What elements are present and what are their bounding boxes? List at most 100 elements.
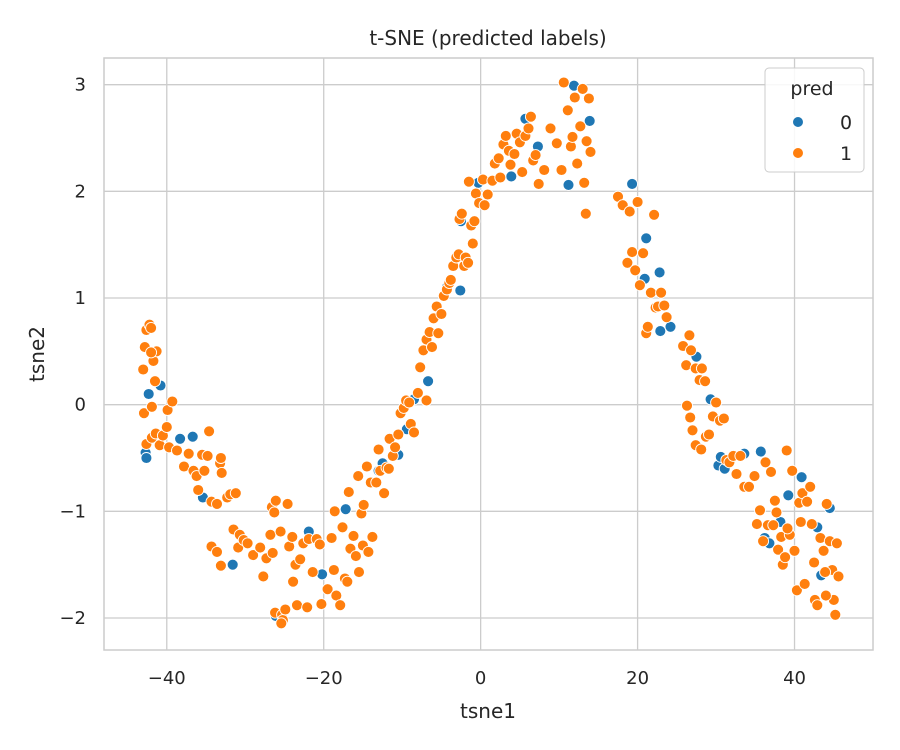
data-point-pred-0 bbox=[140, 452, 153, 464]
data-point-pred-1 bbox=[347, 529, 360, 542]
data-point-pred-0 bbox=[653, 266, 666, 279]
data-point-pred-1 bbox=[268, 506, 281, 519]
data-point-pred-1 bbox=[819, 566, 832, 579]
data-point-pred-1 bbox=[149, 375, 161, 388]
data-point-pred-0 bbox=[583, 114, 596, 127]
data-point-pred-1 bbox=[695, 362, 708, 375]
y-tick-label: 2 bbox=[75, 181, 86, 202]
data-point-pred-1 bbox=[574, 120, 587, 133]
data-point-pred-1 bbox=[623, 205, 636, 218]
data-point-pred-1 bbox=[644, 286, 657, 299]
data-point-pred-1 bbox=[772, 543, 785, 556]
y-tick-label: 1 bbox=[75, 288, 86, 309]
data-point-pred-1 bbox=[360, 460, 373, 473]
data-point-pred-0 bbox=[505, 170, 518, 183]
data-point-pred-1 bbox=[198, 464, 211, 477]
data-point-pred-1 bbox=[685, 344, 697, 357]
data-point-pred-1 bbox=[264, 528, 277, 541]
data-point-pred-1 bbox=[804, 480, 817, 493]
data-point-pred-1 bbox=[444, 273, 457, 286]
data-point-pred-1 bbox=[648, 208, 661, 221]
data-point-pred-1 bbox=[281, 497, 294, 510]
data-point-pred-1 bbox=[315, 598, 328, 611]
data-point-pred-1 bbox=[137, 363, 150, 376]
data-point-pred-1 bbox=[145, 346, 158, 359]
data-point-pred-1 bbox=[571, 157, 584, 170]
data-point-pred-1 bbox=[508, 148, 521, 160]
data-point-pred-1 bbox=[621, 256, 634, 269]
data-point-pred-1 bbox=[820, 497, 833, 510]
y-axis-ticks: −2 −1 0 1 2 3 bbox=[59, 75, 86, 629]
data-point-pred-1 bbox=[555, 164, 568, 176]
x-tick-label: 40 bbox=[783, 668, 806, 689]
legend-label-1: 1 bbox=[840, 143, 852, 165]
data-point-pred-1 bbox=[710, 396, 723, 409]
x-axis-label: tsne1 bbox=[460, 699, 516, 723]
data-point-pred-1 bbox=[328, 505, 341, 518]
data-point-pred-1 bbox=[306, 566, 319, 579]
data-point-pred-1 bbox=[481, 188, 494, 201]
legend: pred 0 1 bbox=[764, 67, 865, 173]
data-point-pred-1 bbox=[582, 92, 595, 105]
data-point-pred-0 bbox=[640, 232, 653, 245]
data-point-pred-1 bbox=[794, 516, 807, 528]
data-point-pred-1 bbox=[699, 375, 712, 388]
data-point-pred-1 bbox=[203, 425, 216, 438]
data-point-pred-0 bbox=[626, 177, 639, 190]
data-point-pred-1 bbox=[790, 584, 803, 597]
data-point-pred-1 bbox=[366, 530, 379, 543]
data-point-pred-1 bbox=[494, 171, 507, 184]
data-point-pred-1 bbox=[214, 559, 227, 572]
data-point-pred-1 bbox=[414, 361, 427, 374]
y-axis-label: tsne2 bbox=[25, 326, 49, 382]
data-point-pred-1 bbox=[370, 476, 383, 489]
data-point-pred-0 bbox=[339, 503, 352, 516]
data-point-pred-1 bbox=[247, 549, 260, 562]
y-tick-label: 0 bbox=[75, 395, 86, 416]
data-point-pred-1 bbox=[455, 207, 468, 220]
data-point-pred-1 bbox=[182, 447, 195, 460]
data-point-pred-1 bbox=[211, 497, 223, 510]
data-point-pred-1 bbox=[768, 494, 781, 507]
data-point-pred-1 bbox=[389, 441, 402, 454]
data-point-pred-1 bbox=[392, 428, 405, 441]
data-point-pred-1 bbox=[734, 449, 747, 462]
data-point-pred-1 bbox=[342, 486, 355, 499]
data-point-pred-1 bbox=[564, 140, 577, 153]
data-point-pred-1 bbox=[462, 256, 475, 269]
data-point-pred-1 bbox=[757, 535, 770, 548]
data-point-pred-1 bbox=[808, 556, 821, 569]
data-point-pred-1 bbox=[478, 199, 491, 212]
data-point-pred-1 bbox=[817, 544, 830, 557]
data-point-pred-1 bbox=[301, 601, 314, 614]
data-point-pred-1 bbox=[767, 519, 780, 532]
legend-marker-1 bbox=[792, 147, 804, 159]
data-point-pred-1 bbox=[566, 130, 579, 143]
data-point-pred-1 bbox=[819, 589, 832, 602]
data-point-pred-1 bbox=[770, 506, 783, 519]
data-point-pred-1 bbox=[408, 426, 420, 439]
data-point-pred-1 bbox=[257, 570, 270, 583]
data-point-pred-0 bbox=[174, 432, 187, 445]
data-point-pred-1 bbox=[578, 176, 591, 189]
legend-title: pred bbox=[790, 78, 833, 100]
data-point-pred-1 bbox=[160, 421, 173, 434]
data-point-pred-1 bbox=[269, 494, 282, 507]
data-point-pred-1 bbox=[254, 541, 267, 554]
data-point-pred-1 bbox=[462, 175, 475, 188]
data-point-pred-1 bbox=[754, 504, 766, 517]
data-point-pred-0 bbox=[142, 388, 155, 400]
data-point-pred-1 bbox=[215, 466, 228, 479]
data-point-pred-1 bbox=[201, 449, 214, 462]
data-point-pred-1 bbox=[357, 498, 370, 511]
data-point-pred-1 bbox=[748, 470, 761, 483]
data-point-pred-1 bbox=[426, 341, 438, 354]
data-point-pred-1 bbox=[294, 553, 307, 566]
data-point-pred-1 bbox=[829, 608, 842, 621]
data-point-pred-1 bbox=[341, 575, 354, 588]
data-point-pred-1 bbox=[658, 299, 671, 312]
data-point-pred-1 bbox=[750, 518, 763, 531]
